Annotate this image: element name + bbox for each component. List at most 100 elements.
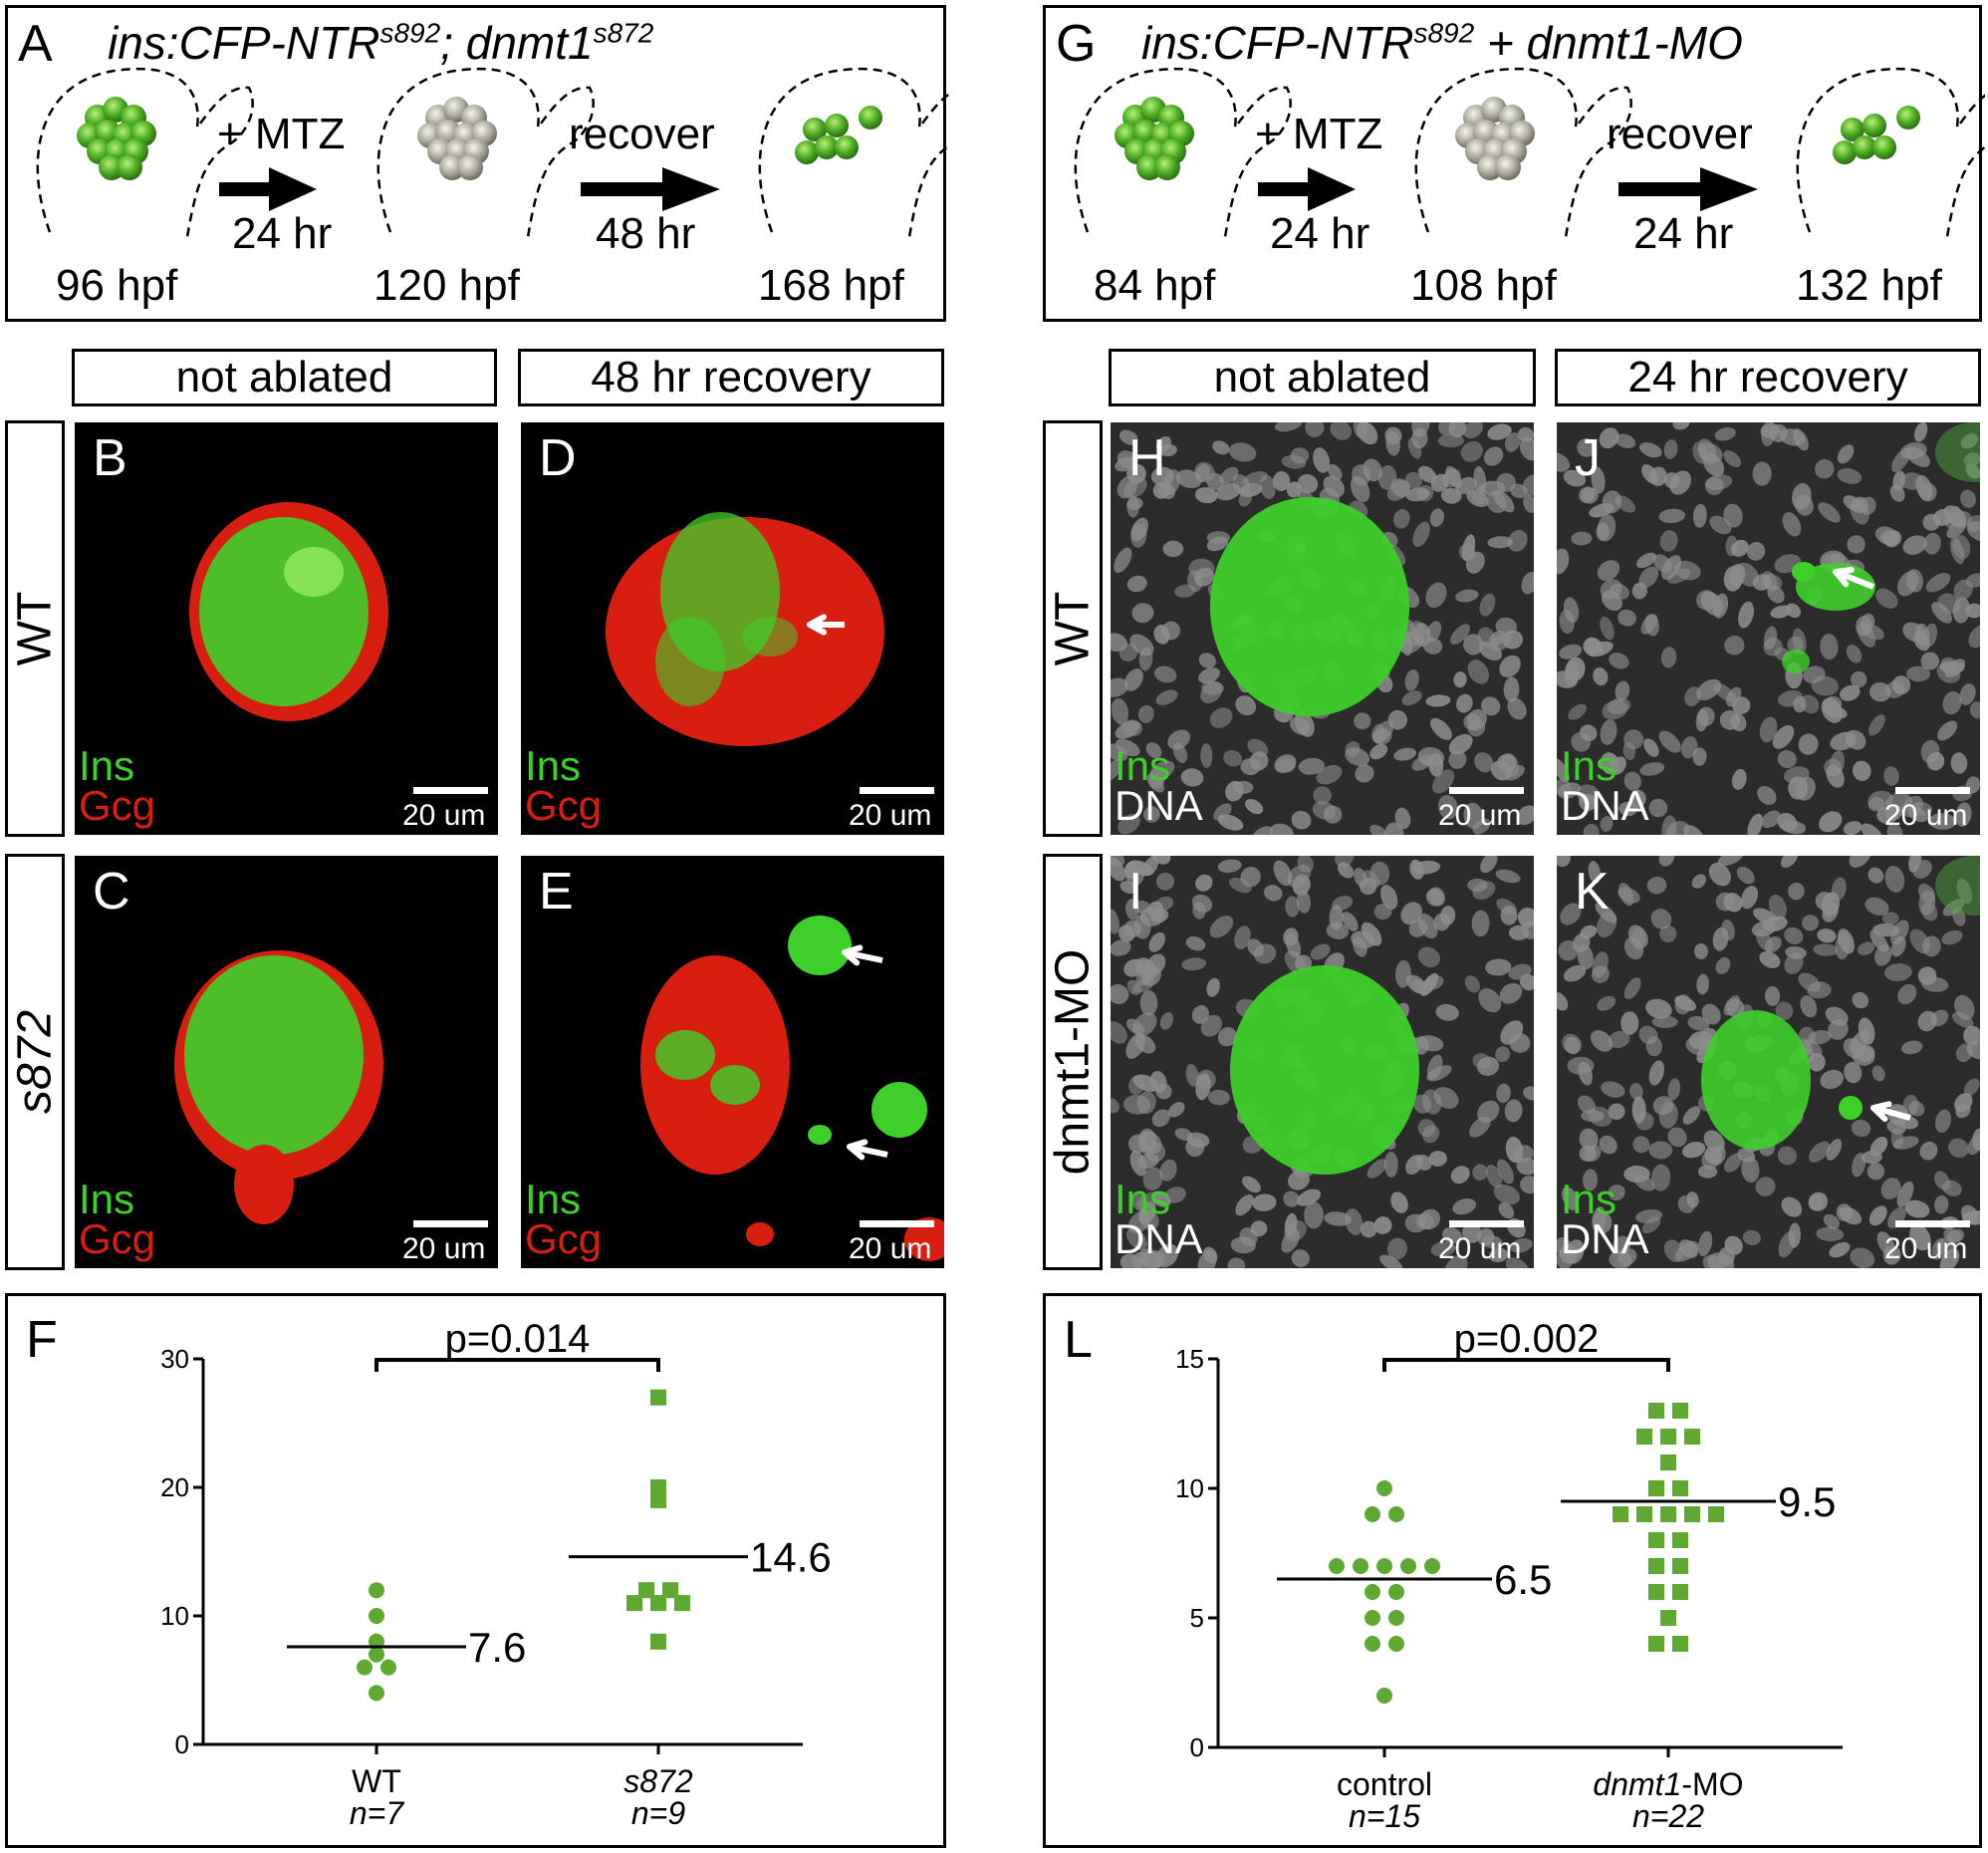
regenerated-cell: [1841, 118, 1864, 141]
data-point: [380, 1659, 396, 1676]
arrow-marker: [844, 949, 883, 963]
data-point: [1648, 1558, 1664, 1574]
arrow-2-head: [662, 167, 720, 211]
beta-cell: [1154, 154, 1180, 180]
panel-letter-f: F: [26, 1311, 58, 1369]
group-label: s872: [623, 1763, 693, 1799]
micrograph-image: [1557, 856, 1980, 1268]
data-point: [1672, 1584, 1688, 1600]
data-point: [369, 1582, 384, 1599]
data-point: [1353, 1558, 1368, 1574]
arrow-1-top-label: + MTZ: [1255, 110, 1383, 158]
panel-letter-d: D: [539, 429, 577, 487]
data-point: [650, 1595, 666, 1612]
micrograph-image: [640, 916, 944, 1261]
micrograph-k: K Ins DNA 20 um: [1557, 856, 1980, 1268]
data-point: [1672, 1558, 1688, 1574]
beta-cell: [99, 154, 124, 180]
scale-bar-label: 20 um: [849, 1232, 932, 1265]
scale-bar: [860, 1220, 934, 1227]
data-point: [1365, 1636, 1380, 1652]
data-point: [1388, 1636, 1404, 1652]
panel-letter-g: G: [1056, 15, 1097, 73]
beta-cell: [117, 154, 142, 180]
data-point: [369, 1646, 384, 1663]
scale-bar-label: 20 um: [402, 799, 486, 832]
data-point: [1672, 1532, 1688, 1548]
micrograph-h: H Ins DNA 20 um: [1111, 422, 1534, 835]
y-tick-label: 10: [160, 1601, 189, 1631]
stain-label-gcg: Gcg: [79, 1215, 156, 1262]
group-n-label: n=15: [1349, 1798, 1420, 1834]
arrow-marker: [849, 1144, 888, 1158]
schematic-a-drawing: [36, 67, 949, 238]
arrow-1-head: [1308, 167, 1356, 211]
stain-label-gcg: Gcg: [525, 782, 603, 829]
stain-label-ins: Ins: [525, 742, 582, 789]
arrow-1-bottom-label: 24 hr: [1270, 209, 1370, 258]
header-not-ablated-left: not ablated: [72, 349, 497, 406]
y-tick-label: 0: [175, 1729, 189, 1759]
regenerated-cell: [1863, 114, 1886, 137]
stain-label-ins: Ins: [1561, 742, 1617, 789]
scale-bar: [1895, 1220, 1970, 1227]
scale-bar-label: 20 um: [1438, 799, 1522, 832]
scale-bar: [860, 787, 934, 794]
data-point: [1613, 1506, 1628, 1522]
data-point: [1660, 1610, 1676, 1626]
stain-label-ins: Ins: [1115, 742, 1171, 789]
data-point: [1648, 1584, 1664, 1600]
data-point: [626, 1595, 642, 1612]
arrow-2-top-label: recover: [569, 110, 715, 158]
data-point: [1636, 1506, 1652, 1522]
micrograph-d: D Ins Gcg 20 um: [521, 422, 944, 835]
data-point: [1708, 1506, 1724, 1522]
arrow-2-head: [1700, 167, 1758, 211]
regenerated-cell: [835, 135, 859, 159]
data-point: [662, 1582, 678, 1599]
data-point: [357, 1659, 373, 1676]
panel-letter-j: J: [1575, 429, 1601, 487]
data-point: [1672, 1636, 1688, 1652]
panel-letter-c: C: [93, 863, 130, 921]
ablated-cell: [1495, 154, 1521, 180]
arrow-1-top-label: + MTZ: [217, 110, 346, 158]
data-point: [674, 1595, 690, 1612]
data-point: [1365, 1506, 1380, 1522]
arrow-marker: [1872, 1105, 1911, 1121]
timepoint-2: 108 hpf: [1410, 261, 1557, 310]
micrograph-image: [189, 502, 388, 721]
data-point: [1660, 1455, 1676, 1470]
data-point: [1400, 1558, 1416, 1574]
data-point: [369, 1608, 384, 1624]
scale-bar-label: 20 um: [849, 799, 932, 832]
regenerated-cell: [859, 106, 882, 130]
data-point: [1672, 1403, 1688, 1419]
row-label-s872: s872: [5, 854, 65, 1270]
data-point: [1365, 1610, 1380, 1626]
y-tick-label: 10: [1175, 1473, 1204, 1503]
micrograph-c: C Ins Gcg 20 um: [75, 856, 498, 1268]
micrograph-image: [1557, 422, 1980, 835]
timepoint-2: 120 hpf: [373, 261, 520, 310]
data-point: [1648, 1403, 1664, 1419]
scale-bar: [1895, 787, 1970, 794]
scale-bar: [1449, 1220, 1524, 1227]
arrow-1-head: [269, 167, 317, 211]
micrograph-j: J Ins DNA 20 um: [1557, 422, 1980, 835]
timepoint-1: 84 hpf: [1094, 261, 1216, 310]
schematic-panel-g: G ins:CFP-NTRs892 + dnmt1-MO + MTZ 24 hr…: [1043, 5, 1985, 322]
y-tick-label: 5: [1190, 1603, 1204, 1633]
stain-label-gcg: Gcg: [79, 782, 156, 829]
data-point: [1376, 1558, 1392, 1574]
panel-g-title: ins:CFP-NTRs892 + dnmt1-MO: [1141, 17, 1743, 69]
scale-bar: [1449, 787, 1524, 794]
mean-label: 9.5: [1778, 1478, 1836, 1525]
data-point: [650, 1491, 666, 1508]
mean-label: 14.6: [750, 1534, 832, 1581]
panel-letter-e: E: [539, 863, 574, 921]
stain-label-dna: DNA: [1561, 1215, 1649, 1262]
schematic-g-drawing: [1074, 67, 1985, 238]
data-point: [650, 1389, 666, 1406]
data-point: [650, 1479, 666, 1495]
